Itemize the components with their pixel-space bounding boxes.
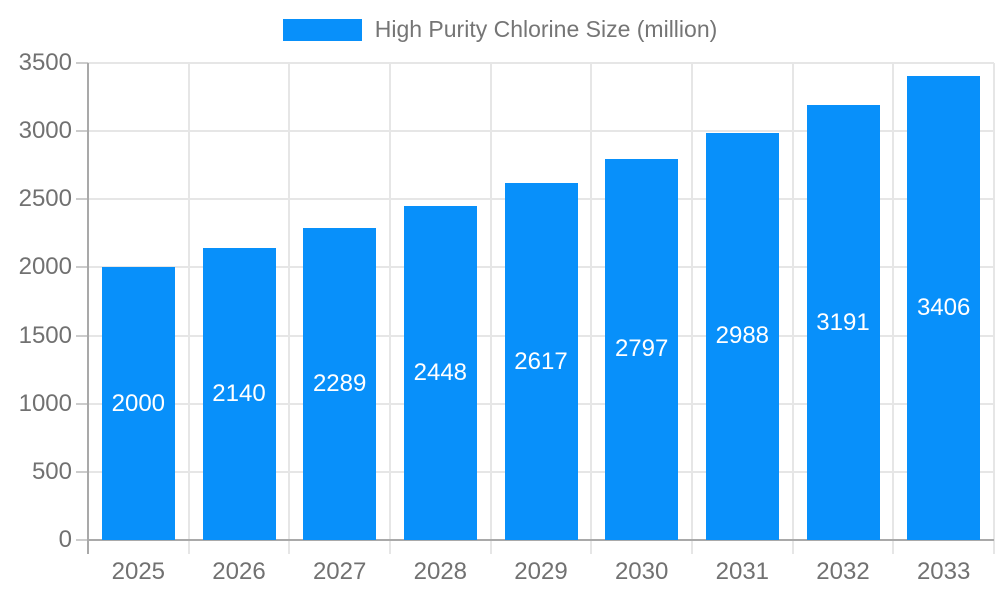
bar-value-label: 2797: [614, 335, 669, 363]
bar-2025[interactable]: [101, 267, 175, 540]
x-gridline: [892, 63, 895, 554]
bar-value-label: 2140: [212, 380, 266, 408]
legend-label: High Purity Chlorine Size (million): [374, 16, 718, 42]
x-gridline: [791, 63, 794, 554]
x-axis-label: 2033: [916, 558, 971, 585]
bar-2026[interactable]: [202, 248, 276, 540]
y-axis-tick: [76, 62, 88, 64]
x-axis-label: 2025: [111, 558, 166, 585]
bar-2030[interactable]: [605, 158, 679, 540]
y-gridline: [88, 62, 994, 64]
x-axis-label: 2026: [212, 558, 266, 585]
bar-value-label: 2988: [715, 322, 770, 350]
y-axis-label: 1000: [18, 389, 72, 417]
x-gridline: [489, 63, 492, 554]
y-axis-label: 3000: [18, 117, 72, 145]
y-axis-label: 500: [31, 457, 72, 485]
bar-value-label: 3191: [816, 308, 870, 336]
y-axis-label: 2500: [18, 185, 72, 213]
x-axis-line: [88, 539, 994, 541]
x-axis-label: 2027: [312, 558, 367, 585]
y-axis-tick: [76, 130, 88, 133]
x-gridline: [993, 63, 995, 554]
x-gridline: [590, 63, 593, 554]
bar-2033[interactable]: [907, 75, 981, 540]
bar-2031[interactable]: [705, 132, 779, 540]
bar-value-label: 3406: [916, 293, 971, 321]
x-axis-label: 2028: [413, 558, 468, 585]
x-axis-label: 2031: [715, 558, 770, 585]
bar-value-label: 2448: [413, 359, 468, 387]
chart-legend-item[interactable]: High Purity Chlorine Size (million): [0, 16, 1000, 43]
y-axis-label: 0: [58, 526, 72, 553]
y-axis-label: 2000: [18, 253, 72, 281]
x-axis-label: 2032: [816, 558, 870, 585]
x-gridline: [389, 63, 391, 554]
y-axis-tick: [76, 198, 88, 201]
y-axis-tick: [76, 539, 88, 541]
bar-2029[interactable]: [504, 183, 578, 540]
y-axis-line: [87, 63, 89, 554]
y-axis-tick: [76, 266, 88, 269]
x-gridline: [187, 63, 190, 554]
plot-area: 2000 2140 2289 2448 2617 2797 2988 3191 3406: [76, 62, 995, 554]
x-gridline: [288, 63, 291, 554]
x-axis-label: 2029: [514, 558, 568, 585]
bar-value-label: 2617: [514, 347, 568, 375]
bar-2027[interactable]: [303, 228, 377, 540]
y-axis-label: 1500: [18, 321, 72, 349]
y-axis-tick: [76, 402, 88, 405]
x-axis-label: 2030: [614, 558, 669, 585]
y-axis-tick: [76, 470, 88, 473]
bar-2032[interactable]: [806, 105, 880, 540]
bar-value-label: 2289: [312, 370, 367, 398]
y-gridline: [88, 130, 994, 133]
y-axis-tick: [76, 334, 88, 337]
x-gridline: [691, 63, 693, 554]
bar-2028[interactable]: [403, 206, 477, 540]
y-axis-label: 3500: [18, 49, 72, 76]
bar-value-label: 2000: [111, 389, 166, 417]
legend-swatch: [282, 18, 362, 41]
